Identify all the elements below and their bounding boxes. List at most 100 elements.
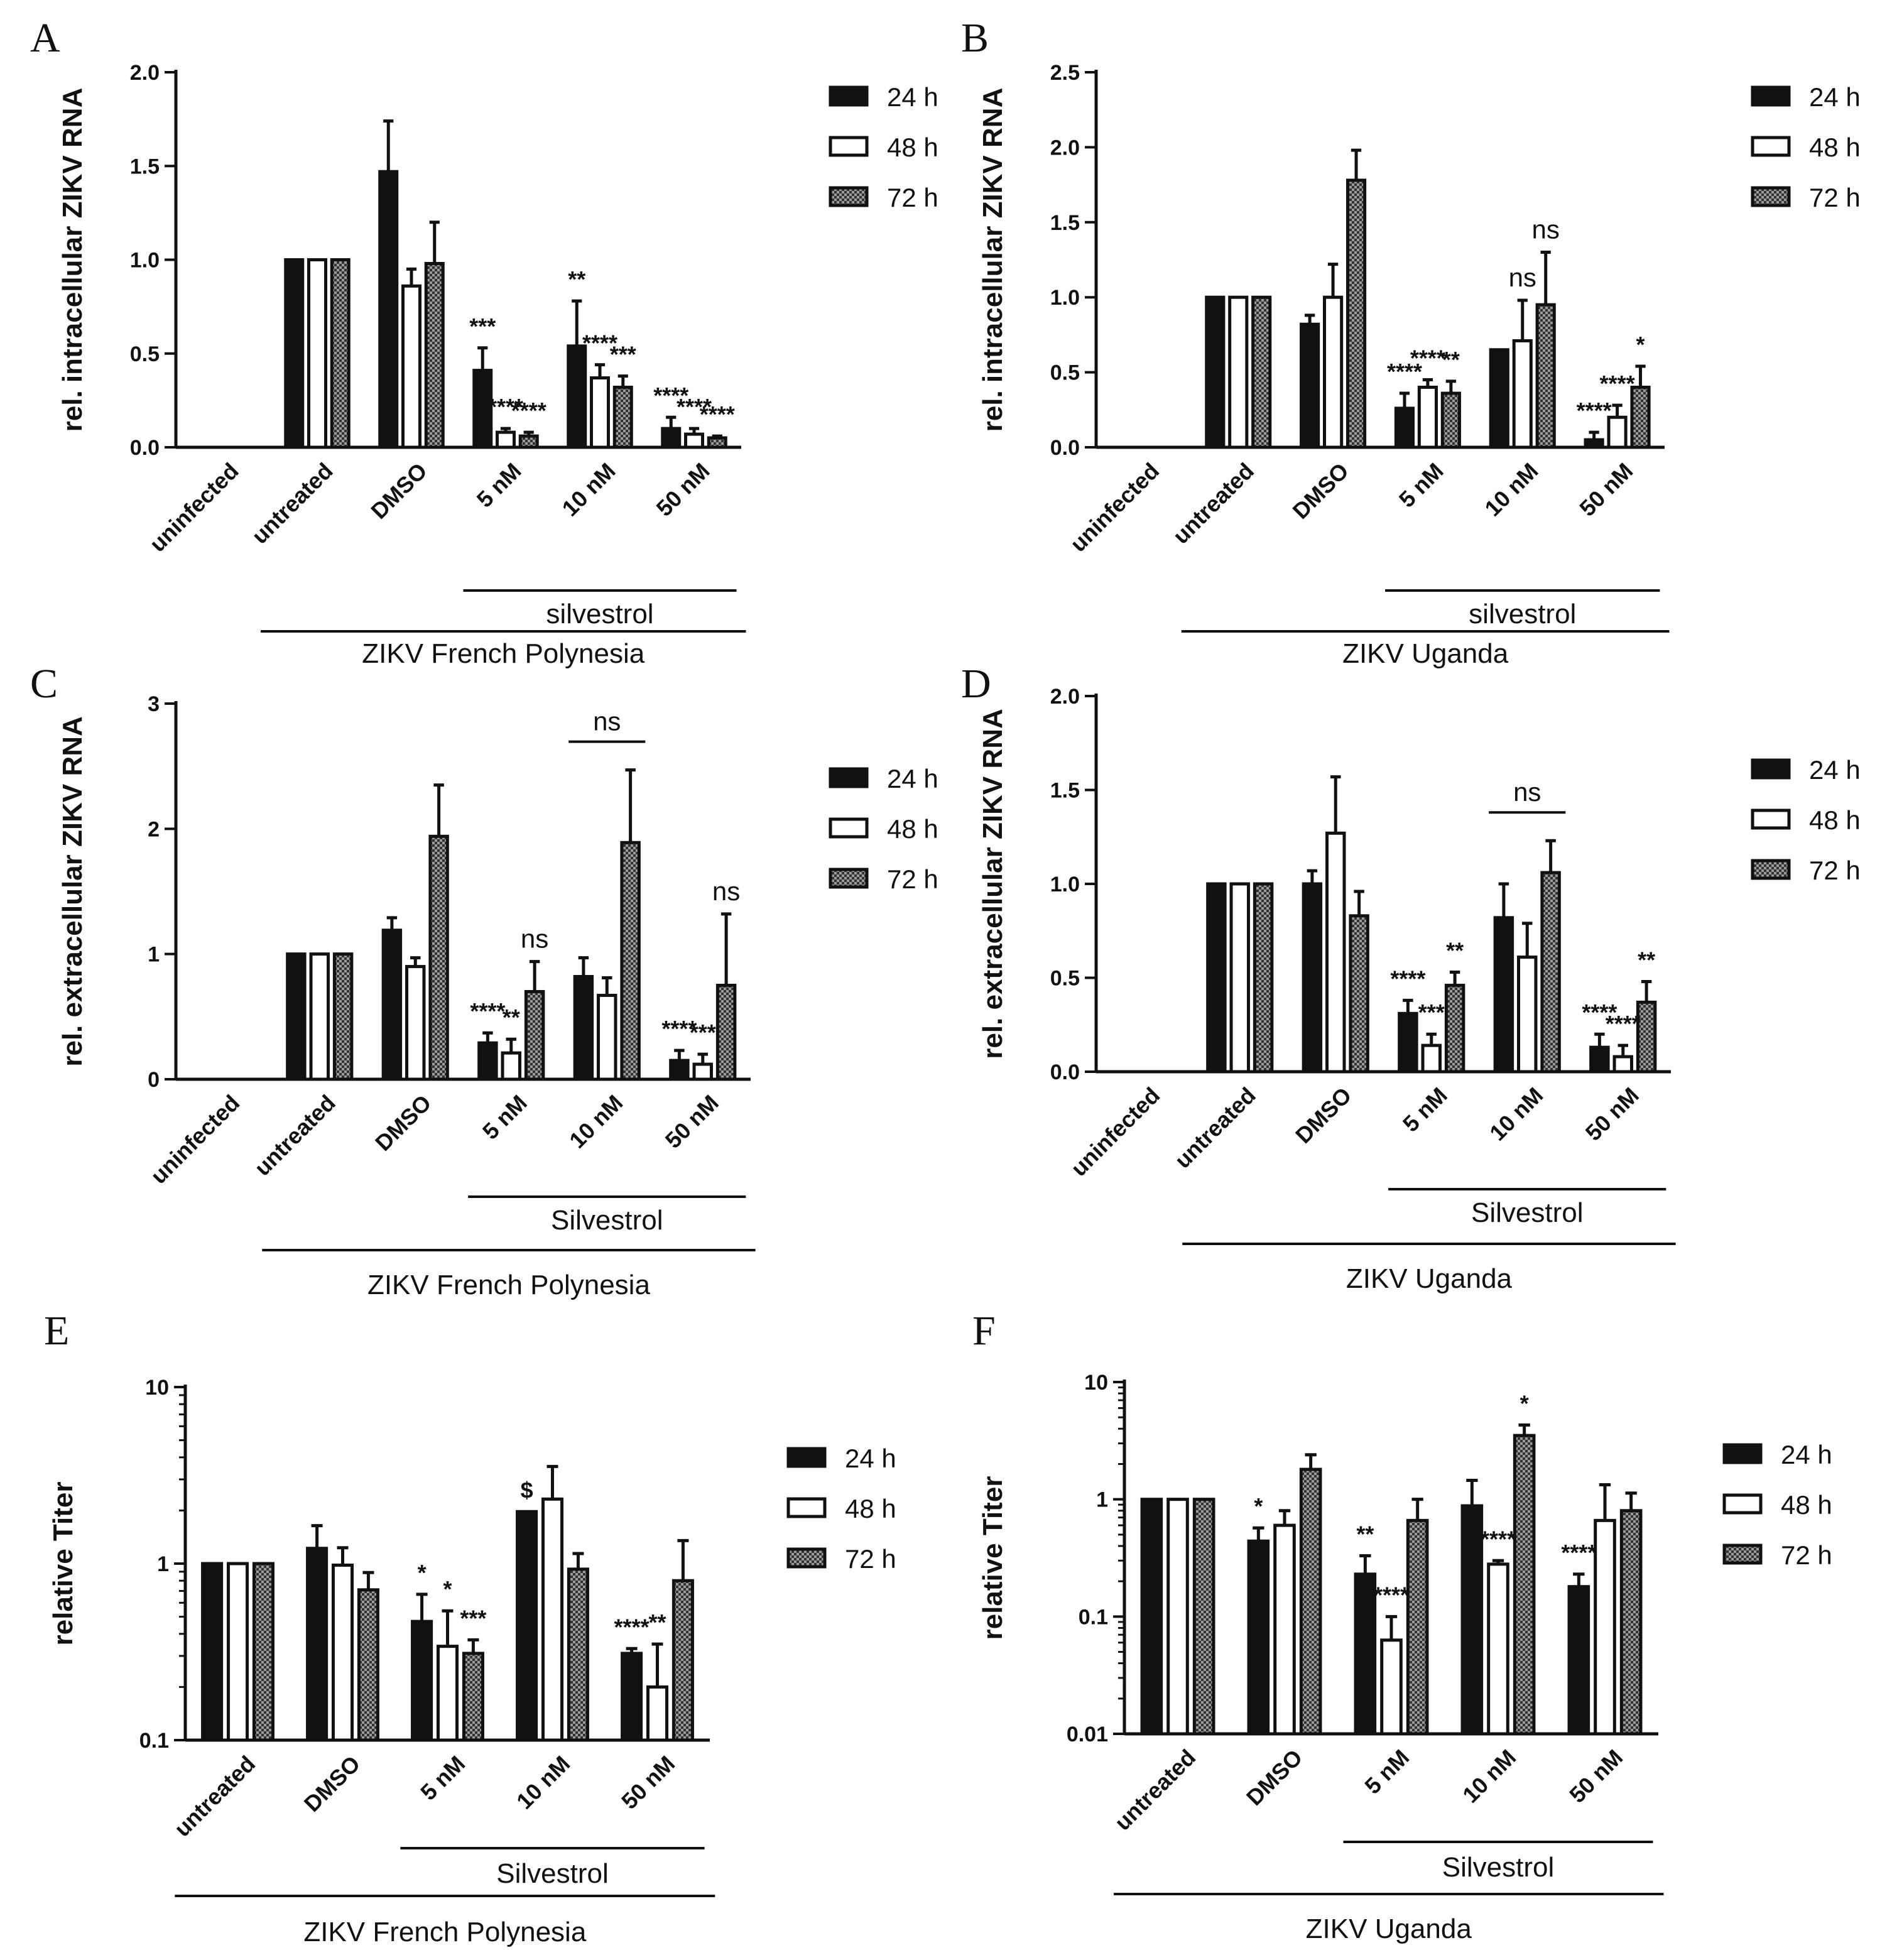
bar-C-10-nM-48h: [597, 993, 617, 1081]
y-tick-label: 2.0: [1050, 685, 1080, 709]
significance-label: ****: [1390, 966, 1425, 991]
group-label-silvestrol: Silvestrol: [551, 1205, 663, 1236]
x-tick-label: 50 nM: [651, 458, 715, 521]
bar-A-untreated-72h: [330, 258, 351, 449]
x-tick-label: DMSO: [299, 1751, 365, 1817]
y-tick-label: 10: [145, 1376, 169, 1400]
x-tick-label: 50 nM: [1580, 1082, 1644, 1146]
significance-label: ****: [1561, 1540, 1596, 1565]
bar-E-5-nM-24h: [411, 1620, 433, 1742]
bar-F-50-nM-24h: [1567, 1585, 1590, 1736]
significance-label: *: [1636, 332, 1645, 357]
group-label-silvestrol: silvestrol: [1469, 599, 1576, 629]
bar-C-10-nM-72h: [620, 841, 641, 1081]
legend: 24 h 48 h 72 h: [1722, 1440, 1832, 1570]
group-label-silvestrol: silvestrol: [546, 599, 653, 629]
bar-F-50-nM-72h: [1619, 1509, 1643, 1736]
bar-D-10-nM-72h: [1540, 871, 1561, 1074]
x-tick-label: 50 nM: [1564, 1745, 1628, 1808]
y-tick-label: 1: [1096, 1488, 1108, 1512]
bar-B-DMSO-72h: [1346, 178, 1367, 449]
bar-C-untreated-72h: [332, 952, 354, 1081]
significance-label: ****: [677, 394, 712, 420]
bar-F-DMSO-72h: [1299, 1467, 1322, 1736]
significance-label: ****: [1600, 371, 1635, 396]
legend-swatch: [1751, 758, 1791, 780]
legend-label: 72 h: [887, 864, 938, 894]
legend-label: 48 h: [1809, 805, 1861, 835]
bar-A-untreated-48h: [307, 258, 327, 449]
x-tick-label: 10 nM: [1484, 1082, 1548, 1146]
x-tick-label: 5 nM: [1394, 458, 1449, 513]
significance-label: ****: [470, 998, 505, 1024]
significance-label: ****: [614, 1614, 650, 1640]
y-tick-label: 0.01: [1067, 1723, 1108, 1746]
x-tick-label: 50 nM: [616, 1751, 680, 1814]
significance-label: ***: [469, 313, 496, 339]
bar-A-50-nM-24h: [661, 427, 682, 449]
bar-E-10-nM-24h: [516, 1510, 538, 1742]
group-label-virus: ZIKV Uganda: [1342, 638, 1509, 669]
bar-C-DMSO-72h: [428, 834, 449, 1081]
panel-letter: A: [30, 15, 60, 61]
significance-label: ns: [1532, 215, 1560, 244]
x-tick-label: uninfected: [1066, 1082, 1165, 1182]
legend-swatch: [829, 186, 869, 207]
x-tick-label: uninfected: [1065, 458, 1165, 557]
bar-D-50-nM-48h: [1612, 1055, 1633, 1074]
x-tick-label: 50 nM: [660, 1090, 724, 1153]
panel-letter: C: [30, 661, 58, 707]
legend-label: 72 h: [1809, 856, 1861, 885]
legend: 24 h 48 h 72 h: [786, 1444, 896, 1574]
y-axis-label: rel. intracellular ZIKV RNA: [977, 88, 1008, 432]
significance-label: ****: [1606, 1011, 1641, 1037]
y-tick-label: 10: [1084, 1371, 1108, 1395]
bar-B-50-nM-72h: [1630, 385, 1651, 449]
significance-label: ns: [712, 876, 740, 906]
y-tick-label: 2: [148, 817, 160, 841]
significance-label: ****: [661, 1016, 697, 1042]
bar-E-untreated-24h: [201, 1562, 224, 1742]
legend-swatch: [786, 1497, 827, 1518]
y-axis-label: rel. extracellular ZIKV RNA: [57, 716, 88, 1067]
bar-E-DMSO-48h: [331, 1563, 354, 1742]
bar-B-5-nM-24h: [1394, 406, 1415, 449]
y-axis-label: rel. extracellular ZIKV RNA: [977, 709, 1008, 1059]
bar-A-DMSO-24h: [378, 170, 399, 449]
legend-label: 72 h: [887, 183, 938, 212]
bar-F-DMSO-24h: [1247, 1539, 1270, 1736]
y-tick-label: 0.5: [1050, 967, 1080, 991]
significance-label: **: [1446, 938, 1464, 964]
bar-F-10-nM-48h: [1487, 1562, 1509, 1736]
significance-label: ns: [593, 707, 621, 736]
y-tick-label: 1.5: [130, 155, 160, 178]
significance-label: ****: [1387, 359, 1422, 384]
x-tick-label: 10 nM: [511, 1751, 575, 1814]
bar-E-DMSO-24h: [306, 1547, 329, 1742]
bar-C-50-nM-24h: [669, 1059, 690, 1081]
bar-E-10-nM-72h: [567, 1567, 589, 1742]
bar-F-10-nM-72h: [1513, 1434, 1536, 1736]
significance-label: ****: [488, 394, 523, 420]
legend-swatch: [829, 136, 869, 157]
legend-swatch: [786, 1447, 827, 1468]
legend-swatch: [829, 868, 869, 889]
bar-D-50-nM-24h: [1589, 1045, 1610, 1074]
x-tick-label: untreated: [169, 1751, 260, 1842]
legend-label: 24 h: [887, 82, 938, 112]
x-tick-label: untreated: [249, 1090, 340, 1181]
x-tick-label: DMSO: [370, 1090, 436, 1156]
legend-swatch: [1751, 136, 1791, 157]
legend-swatch: [1751, 808, 1791, 830]
bar-D-untreated-24h: [1206, 882, 1227, 1074]
bar-A-DMSO-72h: [424, 261, 445, 449]
bar-C-5-nM-48h: [501, 1051, 521, 1081]
bar-C-untreated-24h: [286, 952, 307, 1081]
legend-label: 72 h: [1781, 1540, 1832, 1570]
panel-letter: E: [44, 1308, 69, 1354]
bar-E-untreated-72h: [252, 1562, 275, 1742]
group-label-silvestrol: Silvestrol: [1471, 1197, 1584, 1228]
bar-D-DMSO-24h: [1302, 882, 1323, 1074]
bar-A-50-nM-72h: [707, 436, 727, 449]
panel-letter: D: [961, 661, 991, 707]
